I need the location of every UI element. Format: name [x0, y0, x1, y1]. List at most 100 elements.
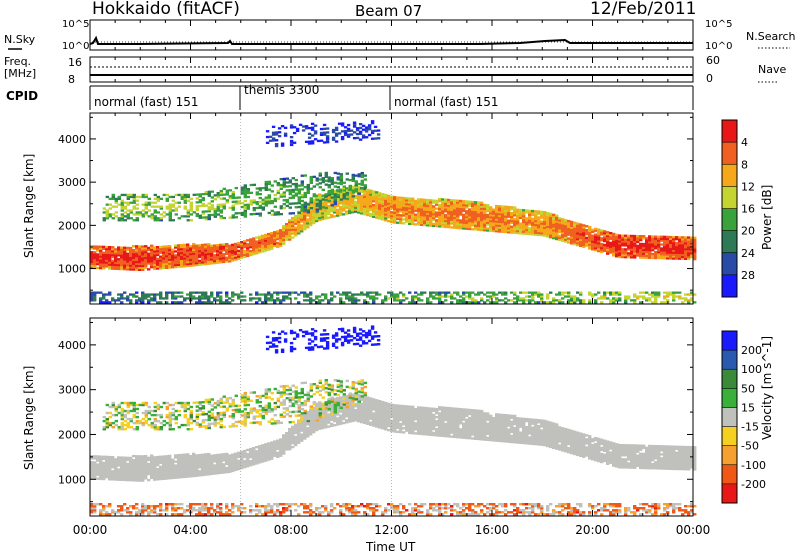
power-cell [327, 186, 331, 189]
power-cell [357, 193, 361, 197]
power-cell [93, 264, 97, 268]
velocity-cell [276, 441, 280, 444]
power-cell [396, 198, 400, 201]
power-cell [606, 244, 610, 247]
power-cell [570, 222, 574, 225]
velocity-cell [192, 462, 196, 466]
power-cell [627, 236, 631, 239]
power-cell [675, 241, 679, 245]
power-cell [438, 207, 442, 210]
velocity-cell [183, 469, 187, 472]
power-cell [270, 297, 274, 300]
power-cell [396, 217, 400, 220]
velocity-cell [282, 438, 286, 441]
velocity-cell [132, 473, 136, 476]
velocity-cell [117, 468, 121, 471]
power-cell [525, 221, 529, 224]
power-cell [373, 129, 378, 132]
power-cell [633, 254, 637, 257]
power-cell [132, 207, 136, 210]
power-cell [630, 242, 634, 245]
velocity-cell [192, 468, 196, 472]
power-cell [363, 178, 367, 181]
power-cell [399, 200, 403, 203]
velocity-cell [105, 475, 109, 479]
power-cell [354, 182, 358, 185]
power-cell [606, 238, 610, 242]
velocity-cell [273, 452, 277, 455]
power-cell [207, 210, 211, 213]
velocity-cell [375, 401, 379, 404]
power-cell [189, 293, 193, 296]
power-cell [132, 199, 136, 202]
power-cell [435, 221, 439, 224]
power-cell [594, 299, 598, 302]
velocity-cell [282, 434, 286, 437]
power-cell [381, 299, 385, 302]
power-cell [576, 226, 580, 229]
power-cell [621, 254, 625, 257]
power-cell [408, 291, 412, 294]
power-cell [315, 295, 319, 298]
power-cell [270, 233, 274, 237]
power-cell [270, 209, 274, 212]
power-cell [408, 214, 412, 218]
power-cell [183, 299, 187, 302]
power-cell [639, 244, 643, 248]
power-cell [150, 262, 154, 265]
velocity-cell [111, 472, 115, 475]
velocity-cell [222, 465, 226, 468]
power-cell [189, 251, 193, 254]
power-cell [612, 297, 616, 300]
velocity-cell [363, 397, 367, 400]
power-cell [420, 217, 424, 221]
velocity-cell [141, 461, 145, 464]
power-cell [348, 198, 352, 201]
power-cell [537, 301, 541, 304]
power-cell [267, 242, 271, 245]
power-cell [255, 246, 259, 249]
power-cell [246, 247, 250, 250]
power-cell [265, 141, 270, 144]
velocity-cell [171, 460, 175, 463]
power-cell [516, 299, 520, 302]
power-cell [252, 251, 256, 254]
power-cell [693, 256, 697, 259]
power-cell [666, 291, 670, 294]
power-cell [675, 249, 679, 252]
power-cell [171, 256, 175, 259]
velocity-cell [339, 398, 343, 401]
power-cell [123, 297, 127, 300]
velocity-cell [336, 407, 340, 410]
power-cell [651, 295, 655, 298]
power-cell [108, 265, 112, 268]
power-cell [522, 224, 526, 227]
power-cell [153, 297, 157, 300]
power-cell [540, 224, 544, 227]
velocity-cell [324, 410, 328, 413]
power-cell [552, 221, 556, 224]
velocity-cell [102, 463, 106, 467]
power-cell [147, 248, 151, 252]
velocity-cell [120, 476, 124, 479]
power-cell [153, 248, 157, 251]
power-cell [360, 210, 364, 213]
power-cell [249, 213, 253, 216]
power-cell [420, 214, 424, 217]
power-cell [612, 252, 616, 255]
power-cell [303, 174, 307, 177]
power-cell [384, 201, 388, 204]
velocity-cell [180, 461, 184, 465]
power-cell [531, 225, 535, 228]
power-cell [237, 255, 241, 258]
power-cell [435, 211, 439, 214]
power-cell [120, 250, 124, 253]
velocity-cell [123, 472, 127, 476]
power-cell [318, 207, 322, 210]
power-cell [645, 256, 649, 259]
power-cell [195, 252, 199, 255]
power-cell [96, 245, 100, 248]
velocity-cell [351, 393, 355, 396]
power-cell [531, 209, 535, 213]
